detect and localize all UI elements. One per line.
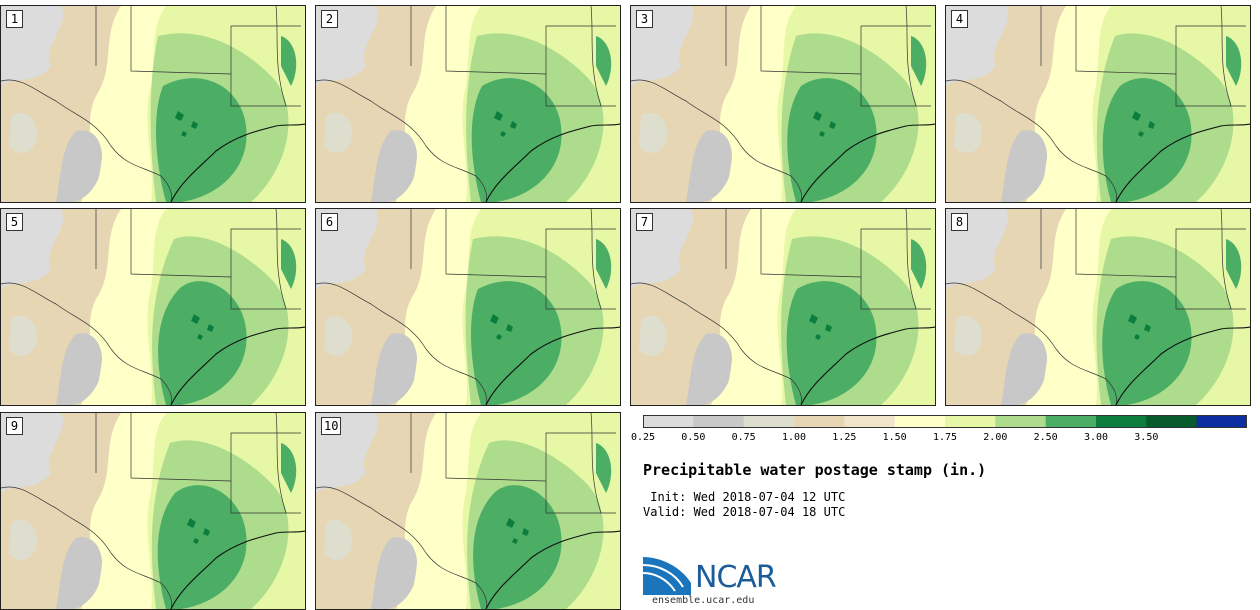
panel-label: 3	[636, 10, 653, 28]
colorbar-tick-label: 1.00	[781, 432, 807, 443]
colorbar-segment	[1045, 415, 1097, 428]
colorbar-segment	[945, 415, 996, 428]
chart-title: Precipitable water postage stamp (in.)	[643, 461, 987, 479]
colorbar-tick-label: 1.75	[932, 432, 958, 443]
colorbar-tick-label: 0.25	[630, 432, 656, 443]
panel-label: 1	[6, 10, 23, 28]
colorbar-ticks: 0.25 0.50 0.75 1.00 1.25 1.50 1.75 2.00 2.50 3.00…	[631, 432, 1247, 446]
panel-label: 7	[636, 213, 653, 231]
map-panel: 6	[315, 208, 621, 406]
map-panel: 10	[315, 412, 621, 610]
map-panel: 1	[0, 5, 306, 203]
colorbar-segment	[995, 415, 1047, 428]
colorbar-tick-label: 3.00	[1083, 432, 1109, 443]
map-panel: 2	[315, 5, 621, 203]
ncar-logo-icon	[643, 557, 691, 595]
panel-label: 4	[951, 10, 968, 28]
colorbar-border	[643, 415, 1247, 428]
panel-label: 5	[6, 213, 23, 231]
colorbar-segment	[894, 415, 946, 428]
map-panel: 5	[0, 208, 306, 406]
colorbar-segment	[1096, 415, 1147, 428]
colorbar-segment	[643, 415, 694, 428]
colorbar-segment	[743, 415, 795, 428]
logo-url: ensemble.ucar.edu	[652, 595, 755, 606]
colorbar-segment	[844, 415, 896, 428]
init-time: Init: Wed 2018-07-04 12 UTC	[643, 490, 846, 504]
panel-label: 6	[321, 213, 338, 231]
colorbar	[643, 415, 1247, 428]
map-panel: 7	[630, 208, 936, 406]
logo-wordmark: NCAR	[695, 560, 777, 595]
colorbar-tick-label: 2.00	[983, 432, 1008, 443]
colorbar-segment	[1146, 415, 1198, 428]
panel-label: 2	[321, 10, 338, 28]
panel-label: 8	[951, 213, 968, 231]
colorbar-tick-label: 1.25	[832, 432, 857, 443]
panel-label: 10	[321, 417, 342, 435]
colorbar-segment	[1196, 415, 1247, 428]
colorbar-tick-label: 0.50	[681, 432, 706, 443]
colorbar-tick-label: 3.50	[1134, 432, 1159, 443]
colorbar-tick-label: 1.50	[882, 432, 907, 443]
map-panel: 9	[0, 412, 306, 610]
colorbar-tick-label: 0.75	[731, 432, 756, 443]
panel-label: 9	[6, 417, 23, 435]
map-panel: 4	[945, 5, 1251, 203]
map-panel: 8	[945, 208, 1251, 406]
colorbar-segment	[693, 415, 745, 428]
colorbar-tick-label: 2.50	[1033, 432, 1058, 443]
valid-time: Valid: Wed 2018-07-04 18 UTC	[643, 505, 846, 519]
colorbar-segment	[794, 415, 845, 428]
map-panel: 3	[630, 5, 936, 203]
